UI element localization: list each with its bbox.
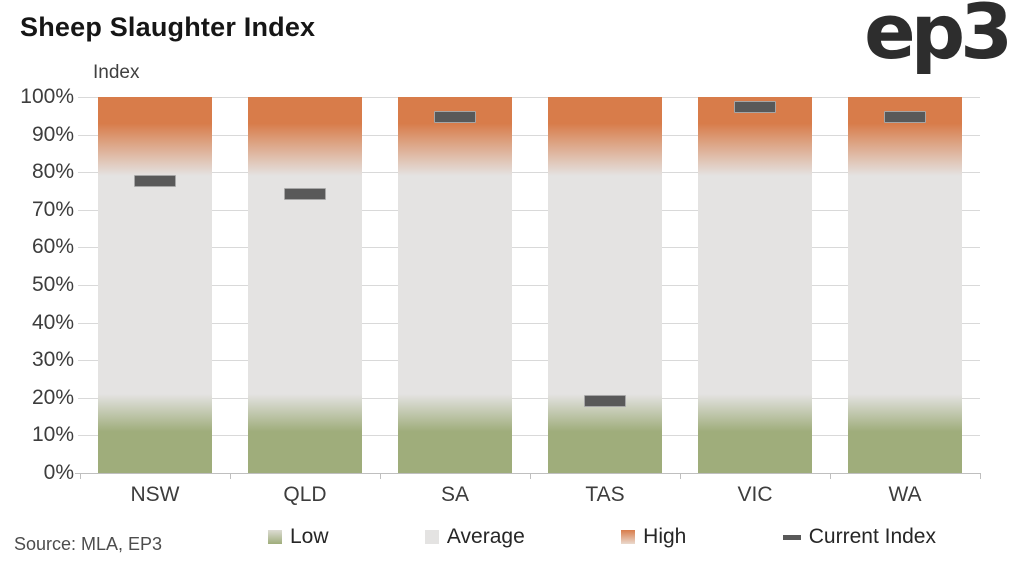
index-band-bar bbox=[97, 97, 212, 473]
x-tick-label: WA bbox=[888, 483, 922, 506]
current-index-marker bbox=[133, 174, 176, 187]
legend: Low Average High Current Index bbox=[268, 525, 936, 549]
legend-item-current-index: Current Index bbox=[782, 525, 936, 549]
y-tick-label: 0% bbox=[43, 461, 74, 484]
gridline bbox=[78, 134, 980, 136]
source-note: Source: MLA, EP3 bbox=[14, 534, 163, 554]
gridline bbox=[78, 285, 980, 286]
current-index-marker bbox=[283, 187, 326, 200]
legend-item-high: High bbox=[621, 525, 686, 549]
gridline bbox=[78, 435, 980, 437]
plot-area bbox=[75, 97, 981, 479]
y-axis-labels: 0% 10% 20% 30% 40% 50% 60% 70% 80% 90% 100% bbox=[0, 85, 74, 484]
x-axis-labels: NSW QLD SA TAS VIC WA bbox=[80, 483, 980, 511]
index-band-bar bbox=[247, 97, 362, 473]
gridline bbox=[78, 397, 980, 399]
legend-label: Current Index bbox=[808, 525, 936, 548]
y-tick-label: 80% bbox=[31, 160, 74, 184]
gridline bbox=[78, 172, 980, 174]
legend-label: Average bbox=[446, 525, 525, 548]
high-swatch bbox=[621, 530, 636, 544]
x-axis-line bbox=[75, 473, 980, 474]
gridline bbox=[78, 360, 980, 362]
x-axis-tick bbox=[530, 473, 531, 479]
category-slot-sa bbox=[380, 97, 530, 473]
x-tick-label: NSW bbox=[130, 483, 180, 506]
y-tick-label: 50% bbox=[31, 273, 74, 296]
index-band-bar bbox=[547, 97, 662, 473]
y-axis-title: Index bbox=[93, 62, 140, 83]
index-band-bar bbox=[397, 97, 512, 473]
legend-label: High bbox=[643, 525, 687, 548]
y-tick-label: 60% bbox=[31, 235, 74, 259]
average-swatch bbox=[424, 530, 439, 544]
category-slot-nsw bbox=[80, 97, 230, 473]
y-tick-label: 20% bbox=[31, 385, 74, 409]
x-tick-label: VIC bbox=[737, 483, 773, 506]
gridline bbox=[78, 97, 980, 98]
category-slot-wa bbox=[830, 97, 980, 473]
gridline bbox=[78, 209, 980, 211]
current-index-marker bbox=[433, 110, 476, 123]
chart-title: Sheep Slaughter Index bbox=[20, 12, 316, 42]
low-swatch bbox=[268, 530, 282, 544]
index-band-bar bbox=[847, 97, 962, 473]
y-tick-label: 40% bbox=[31, 310, 74, 334]
gridline bbox=[78, 247, 980, 249]
y-tick-label: 100% bbox=[20, 85, 74, 108]
x-axis-tick bbox=[229, 473, 231, 479]
x-axis-tick bbox=[980, 473, 981, 479]
y-tick-label: 10% bbox=[31, 423, 74, 447]
legend-item-average: Average bbox=[424, 525, 525, 549]
category-slot-qld bbox=[230, 97, 380, 473]
x-tick-label: QLD bbox=[283, 483, 327, 506]
y-tick-label: 90% bbox=[31, 122, 74, 146]
category-slot-vic bbox=[680, 97, 830, 473]
legend-item-low: Low bbox=[268, 525, 329, 549]
index-band-bar bbox=[697, 97, 812, 473]
current-index-swatch bbox=[782, 534, 801, 540]
current-index-marker bbox=[733, 101, 776, 114]
x-tick-label: SA bbox=[440, 483, 470, 506]
current-index-marker bbox=[883, 110, 926, 123]
current-index-marker bbox=[583, 394, 626, 407]
y-tick-label: 30% bbox=[31, 348, 74, 372]
category-slot-tas bbox=[530, 97, 680, 473]
gridline bbox=[78, 322, 980, 324]
x-axis-tick bbox=[80, 473, 81, 479]
y-tick-label: 70% bbox=[31, 197, 74, 221]
x-axis-tick bbox=[679, 473, 681, 479]
legend-label: Low bbox=[290, 525, 329, 548]
x-axis-tick bbox=[379, 473, 381, 479]
ep3-logo: ep3 bbox=[864, 0, 1013, 76]
x-tick-label: TAS bbox=[585, 483, 625, 506]
x-axis-tick bbox=[830, 473, 831, 479]
